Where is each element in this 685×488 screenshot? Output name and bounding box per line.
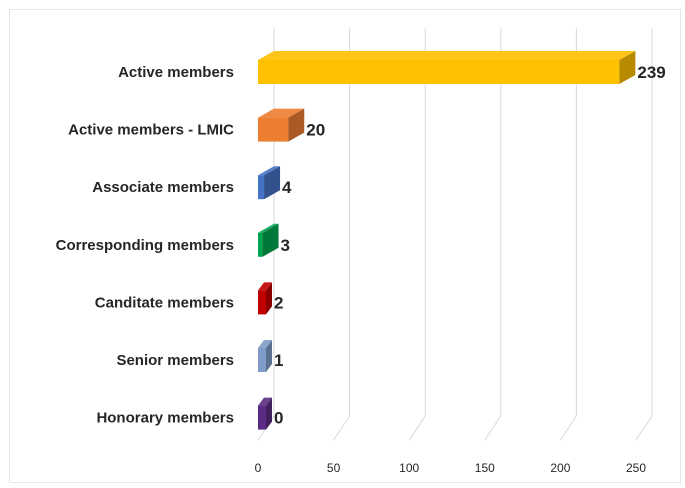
data-label: 20	[306, 121, 325, 140]
data-label: 0	[274, 409, 283, 428]
bar	[258, 51, 636, 84]
category-label: Associate members	[92, 179, 234, 196]
x-tick-label: 100	[399, 461, 419, 475]
x-tick-label: 150	[475, 461, 495, 475]
bar-top-face	[258, 282, 272, 291]
bar-front-face	[258, 348, 266, 372]
bar-top-face	[258, 51, 636, 60]
bar-front-face	[258, 117, 289, 142]
x-tick-label: 0	[255, 461, 262, 475]
category-labels: Active members Active members - LMIC Assoc…	[56, 64, 235, 427]
x-tick-label: 200	[550, 461, 570, 475]
data-label: 239	[637, 63, 665, 82]
category-label: Honorary members	[96, 410, 234, 427]
bar-side-face	[262, 223, 279, 257]
bar-front-face	[258, 232, 263, 257]
bar-side-face	[264, 166, 281, 200]
bar-side-face	[266, 282, 272, 315]
bar	[258, 166, 281, 200]
bar-side-face	[266, 397, 272, 430]
category-label: Active members - LMIC	[68, 122, 234, 139]
bar	[258, 108, 305, 142]
data-label: 4	[282, 178, 292, 197]
bar-top-face	[258, 223, 279, 233]
bar-front-face	[258, 290, 266, 315]
category-label: Active members	[118, 64, 234, 81]
bar-front-face	[258, 405, 266, 430]
value-labels: 239 20 4 3 2 1 0	[274, 63, 666, 428]
bars	[258, 51, 636, 430]
bar	[258, 282, 272, 315]
bar-front-face	[258, 175, 265, 200]
x-axis-ticks: 0 50 100 150 200 250	[255, 461, 647, 475]
gridline-floor-50	[333, 415, 351, 441]
bar-side-face	[619, 51, 636, 84]
category-label: Senior members	[116, 352, 234, 369]
bar-side-face	[288, 108, 305, 142]
data-label: 3	[281, 236, 290, 255]
data-label: 1	[274, 351, 283, 370]
chart-frame	[9, 9, 681, 483]
bar-top-face	[258, 340, 272, 348]
x-tick-label: 50	[327, 461, 341, 475]
bar	[258, 397, 272, 430]
category-label: Corresponding members	[56, 237, 234, 254]
bar-top-face	[258, 397, 272, 406]
gridline-floor-250	[635, 415, 653, 441]
category-label: Canditate members	[95, 294, 234, 311]
bar-side-face	[266, 340, 272, 372]
x-tick-label: 250	[626, 461, 646, 475]
bar	[258, 340, 272, 372]
data-label: 2	[274, 293, 283, 312]
bar-top-face	[258, 166, 281, 176]
gridlines	[257, 28, 653, 441]
gridline-floor-150	[484, 415, 502, 441]
bar-top-face	[258, 108, 305, 118]
gridline-floor-200	[559, 415, 577, 441]
gridline-floor-100	[408, 415, 426, 441]
bar	[258, 223, 279, 257]
bar-front-face	[258, 60, 620, 84]
